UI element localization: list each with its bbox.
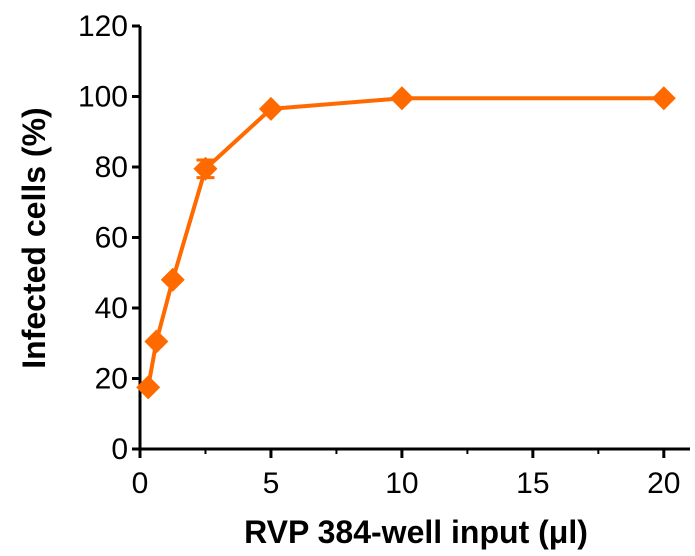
y-tick-label: 20: [95, 363, 128, 396]
axes: [138, 26, 690, 451]
x-tick-label: 15: [516, 467, 549, 500]
y-axis-title: Infected cells (%): [16, 107, 52, 368]
x-axis-title: RVP 384-well input (μl): [244, 514, 588, 550]
tick-marks: [132, 24, 666, 458]
tick-labels: 0 20 40 60 80 100 120 0 5 10 15 20: [78, 10, 681, 500]
data-point: [136, 375, 161, 400]
data-point: [193, 156, 218, 181]
y-tick-label: 0: [111, 433, 128, 466]
x-tick-label: 20: [647, 467, 680, 500]
x-tick-label: 10: [385, 467, 418, 500]
series-line: [146, 96, 664, 388]
y-tick-label: 120: [78, 10, 128, 43]
y-tick-label: 60: [95, 222, 128, 255]
data-series: [136, 86, 676, 400]
data-point: [389, 86, 414, 111]
data-point: [258, 96, 283, 121]
y-tick-label: 80: [95, 151, 128, 184]
data-point: [651, 86, 676, 111]
y-tick-label: 100: [78, 81, 128, 114]
x-tick-label: 5: [263, 467, 280, 500]
x-tick-label: 0: [132, 467, 149, 500]
data-point: [144, 329, 169, 354]
y-tick-label: 40: [95, 292, 128, 325]
data-point: [160, 267, 185, 292]
